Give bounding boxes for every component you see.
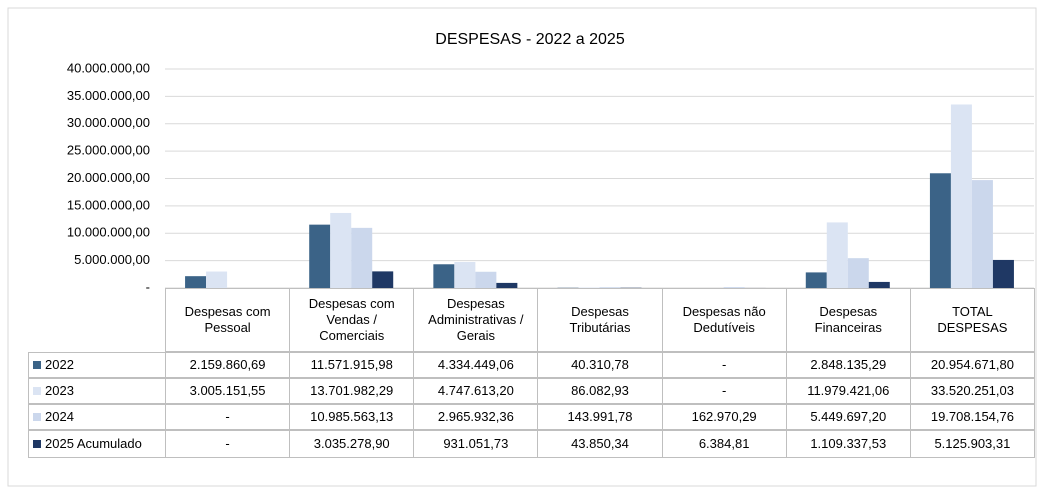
- legend-swatch: [33, 387, 41, 395]
- legend-entry: 2024: [28, 404, 166, 430]
- table-value: 19.708.154,76: [909, 404, 1035, 430]
- table-value: 162.970,29: [661, 404, 787, 430]
- bar: [868, 281, 890, 288]
- table-value: 86.082,93: [537, 378, 663, 404]
- table-value: 10.985.563,13: [289, 404, 415, 430]
- table-value: -: [165, 430, 291, 458]
- bar: [496, 282, 518, 288]
- legend-entry: 2022: [28, 352, 166, 378]
- legend-swatch: [33, 361, 41, 369]
- table-value: 13.701.982,29: [289, 378, 415, 404]
- x-tick-label: Despesas com Vendas / Comerciais: [289, 288, 415, 352]
- table-value: 1.109.337,53: [785, 430, 911, 458]
- legend-swatch: [33, 413, 41, 421]
- y-tick-label: 20.000.000,00: [67, 170, 150, 185]
- table-value: 6.384,81: [661, 430, 787, 458]
- table-value: 2.159.860,69: [165, 352, 291, 378]
- table-value: 33.520.251,03: [909, 378, 1035, 404]
- x-tick-label: TOTAL DESPESAS: [909, 288, 1035, 352]
- bar: [185, 276, 207, 288]
- x-tick-label: Despesas não Dedutíveis: [661, 288, 787, 352]
- bar: [723, 287, 745, 288]
- bar: [599, 287, 621, 288]
- y-tick-label: -: [146, 279, 150, 294]
- x-tick-label: Despesas com Pessoal: [165, 288, 291, 352]
- table-value: 5.125.903,31: [909, 430, 1035, 458]
- bar: [351, 227, 373, 288]
- y-tick-label: 40.000.000,00: [67, 60, 150, 75]
- legend-label: 2025 Acumulado: [45, 436, 142, 451]
- table-value: 4.747.613,20: [413, 378, 539, 404]
- table-value: 931.051,73: [413, 430, 539, 458]
- y-tick-label: 5.000.000,00: [74, 252, 150, 267]
- bar: [950, 104, 972, 288]
- x-tick-label: Despesas Tributárias: [537, 288, 663, 352]
- bar: [826, 222, 848, 288]
- chart-title: DESPESAS - 2022 a 2025: [435, 31, 625, 48]
- table-value: 143.991,78: [537, 404, 663, 430]
- bar: [433, 264, 455, 288]
- legend-label: 2022: [45, 357, 74, 372]
- x-tick-label: Despesas Administrativas / Gerais: [413, 288, 539, 352]
- x-tick-label: Despesas Financeiras: [785, 288, 911, 352]
- table-value: 11.979.421,06: [785, 378, 911, 404]
- table-value: -: [661, 352, 787, 378]
- legend-entry: 2023: [28, 378, 166, 404]
- bar: [992, 259, 1014, 288]
- table-value: 3.035.278,90: [289, 430, 415, 458]
- table-value: 20.954.671,80: [909, 352, 1035, 378]
- bar: [309, 224, 331, 288]
- bar: [206, 271, 228, 288]
- y-tick-label: 25.000.000,00: [67, 143, 150, 158]
- table-value: 4.334.449,06: [413, 352, 539, 378]
- table-value: 40.310,78: [537, 352, 663, 378]
- table-value: 43.850,34: [537, 430, 663, 458]
- y-tick-label: 10.000.000,00: [67, 225, 150, 240]
- legend-swatch: [33, 440, 41, 448]
- bar: [971, 180, 993, 288]
- bar: [929, 173, 951, 288]
- chart-border: [7, 7, 1037, 487]
- y-tick-label: 35.000.000,00: [67, 88, 150, 103]
- bar: [454, 262, 476, 288]
- table-value: 2.848.135,29: [785, 352, 911, 378]
- bar: [372, 271, 394, 288]
- table-value: 11.571.915,98: [289, 352, 415, 378]
- table-value: 5.449.697,20: [785, 404, 911, 430]
- table-value: 2.965.932,36: [413, 404, 539, 430]
- table-value: -: [661, 378, 787, 404]
- bar: [475, 271, 497, 288]
- legend-label: 2024: [45, 409, 74, 424]
- bar: [847, 258, 869, 288]
- legend-label: 2023: [45, 383, 74, 398]
- bar: [330, 212, 352, 288]
- y-tick-label: 15.000.000,00: [67, 197, 150, 212]
- table-value: 3.005.151,55: [165, 378, 291, 404]
- table-value: -: [165, 404, 291, 430]
- legend-entry: 2025 Acumulado: [28, 430, 166, 458]
- bar: [805, 272, 827, 288]
- y-tick-label: 30.000.000,00: [67, 115, 150, 130]
